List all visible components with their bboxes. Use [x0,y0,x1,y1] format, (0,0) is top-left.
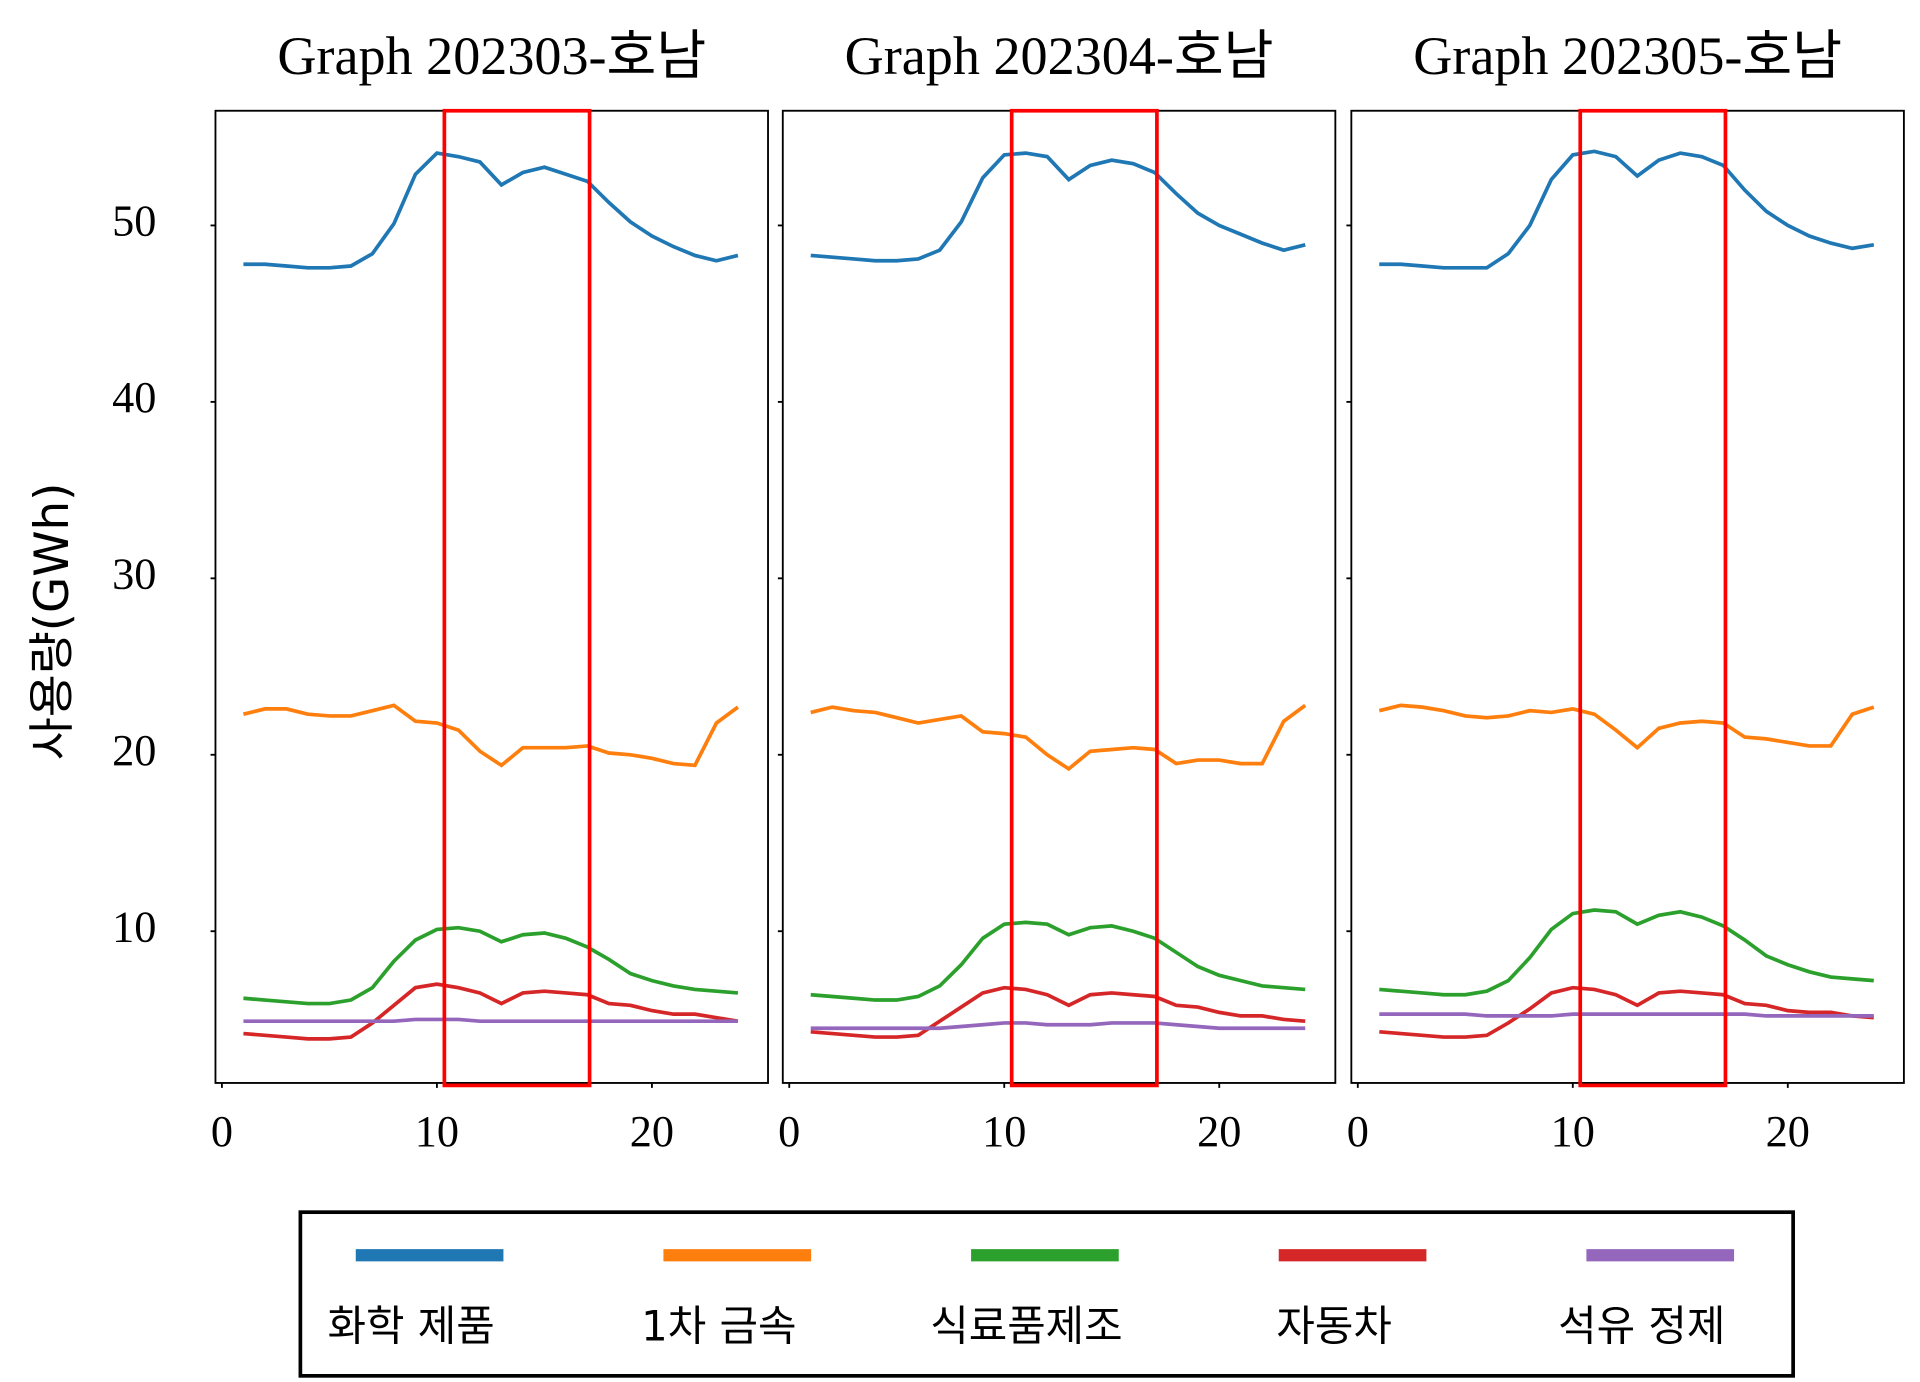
plot-frame [1350,109,1905,1084]
series-line [1379,985,1874,1039]
series-line [243,925,739,1006]
chart-title: Graph 202305-호남 [1413,26,1842,86]
x-tick-label: 10 [1551,1107,1595,1156]
legend-label: 1차 금속 [641,1302,796,1351]
plot-frame [781,109,1337,1084]
x-tick-label: 20 [1197,1107,1241,1156]
x-tick-label: 10 [982,1107,1026,1156]
legend-label: 자동차 [1276,1302,1391,1351]
x-tick-label: 20 [630,1107,674,1156]
series-line [242,703,740,768]
highlight-box [1578,108,1728,1088]
y-axis-label: 사용량(GWh) [26,483,80,761]
legend-box [298,1210,1795,1378]
y-tick-label: 40 [112,373,156,422]
series-line [1379,149,1875,270]
series-line [810,703,1307,772]
chart-title: Graph 202303-호남 [277,26,706,86]
x-tick-label: 10 [415,1107,459,1156]
highlight-box [442,108,592,1088]
series-line [243,151,739,270]
series-line [1379,908,1874,997]
y-tick-label: 50 [112,197,156,246]
series-line [810,1021,1306,1031]
y-tick-label: 20 [112,726,156,775]
series-line [810,151,1306,263]
highlight-box [1009,108,1159,1088]
y-tick-label: 30 [112,550,156,599]
series-line [810,920,1306,1002]
legend-label: 화학 제품 [328,1302,495,1351]
x-tick-label: 0 [211,1107,233,1156]
legend-label: 석유 정제 [1558,1302,1725,1351]
series-line [810,985,1306,1039]
x-tick-label: 0 [1347,1107,1369,1156]
y-tick-label: 10 [112,902,156,951]
series-line [243,1017,738,1024]
chart-title: Graph 202304-호남 [845,26,1274,86]
legend-label: 식료품제조 [930,1302,1122,1351]
series-line [243,982,739,1041]
x-tick-label: 20 [1766,1107,1810,1156]
x-tick-label: 0 [778,1107,800,1156]
series-line [1379,1012,1874,1018]
series-line [1378,703,1875,751]
